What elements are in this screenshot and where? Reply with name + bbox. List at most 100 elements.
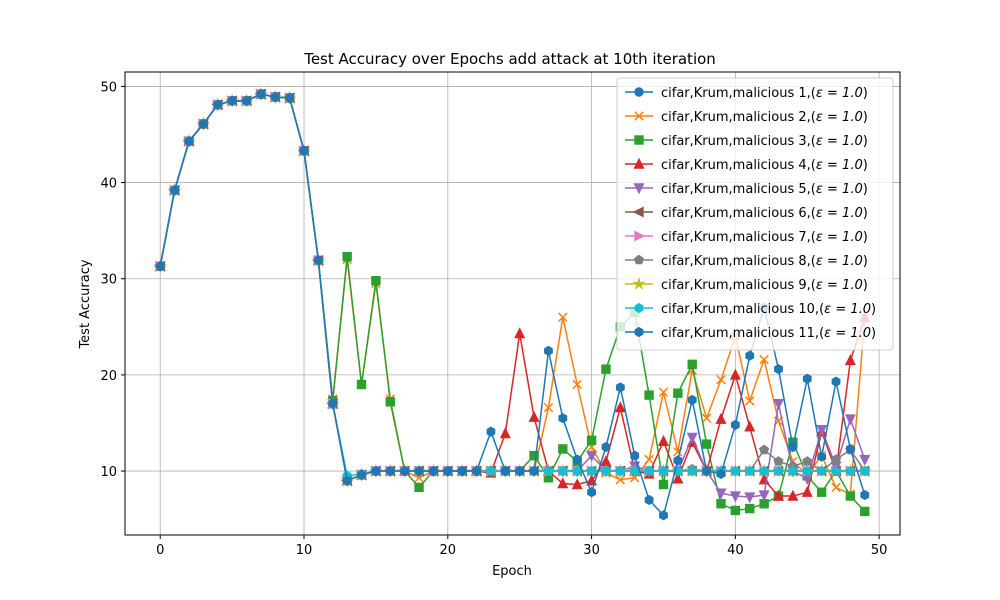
legend-label: cifar,Krum,malicious 9,(ε = 1.0) xyxy=(661,278,868,293)
data-point xyxy=(472,465,481,477)
data-point xyxy=(715,412,727,424)
legend-swatch-marker xyxy=(634,111,644,121)
data-point xyxy=(499,427,511,439)
y-tick-label: 30 xyxy=(100,273,117,288)
data-point xyxy=(342,251,352,262)
data-point xyxy=(357,469,366,480)
data-point xyxy=(414,482,424,493)
y-tick-label: 20 xyxy=(100,369,117,384)
data-point xyxy=(528,410,540,422)
legend-close: ) xyxy=(863,278,868,293)
data-point xyxy=(844,354,856,366)
legend-swatch-marker xyxy=(633,254,645,265)
data-point xyxy=(846,465,855,477)
data-point xyxy=(572,379,582,390)
data-point xyxy=(572,465,582,477)
data-point xyxy=(744,420,756,432)
data-point xyxy=(630,465,640,477)
data-point xyxy=(745,396,755,406)
legend-item: cifar,Krum,malicious 3,(ε = 1.0) xyxy=(625,134,868,149)
data-point xyxy=(687,465,697,477)
data-point xyxy=(285,92,295,104)
data-point xyxy=(385,397,395,407)
data-point xyxy=(687,394,697,405)
data-point xyxy=(744,492,756,504)
data-point xyxy=(657,434,669,446)
legend-series-name: cifar,Krum,malicious 6,( xyxy=(661,206,816,221)
legend-series-name: cifar,Krum,malicious 10,( xyxy=(661,302,824,317)
data-point xyxy=(486,426,496,437)
data-point xyxy=(730,465,740,477)
legend-item: cifar,Krum,malicious 9,(ε = 1.0) xyxy=(625,276,868,293)
data-point xyxy=(729,491,741,503)
data-point xyxy=(701,439,712,449)
data-point xyxy=(772,489,785,501)
legend-close: ) xyxy=(863,254,868,269)
legend-series-name: cifar,Krum,malicious 3,( xyxy=(661,134,816,149)
data-point xyxy=(400,465,410,477)
data-point xyxy=(730,419,740,430)
y-tick-label: 50 xyxy=(100,80,117,95)
data-point xyxy=(745,503,755,514)
x-tick-label: 0 xyxy=(156,543,164,558)
data-point xyxy=(385,465,395,477)
legend-item: cifar,Krum,malicious 5,(ε = 1.0) xyxy=(625,182,868,197)
data-point xyxy=(702,465,712,477)
data-point xyxy=(601,465,611,477)
legend-close: ) xyxy=(863,230,868,245)
data-point xyxy=(558,465,568,477)
data-point xyxy=(716,499,726,509)
data-point xyxy=(831,465,841,477)
legend-series-name: cifar,Krum,malicious 8,( xyxy=(661,254,816,269)
legend-epsilon: ε = 1.0 xyxy=(816,230,863,245)
legend-epsilon: ε = 1.0 xyxy=(816,278,863,293)
x-tick-label: 30 xyxy=(583,543,600,558)
legend-series-name: cifar,Krum,malicious 1,( xyxy=(661,86,816,101)
data-point xyxy=(716,374,726,385)
x-tick-label: 10 xyxy=(296,543,313,558)
legend-close: ) xyxy=(871,302,876,317)
legend-epsilon: ε = 1.0 xyxy=(816,134,863,149)
data-point xyxy=(486,465,496,477)
data-point xyxy=(672,472,684,484)
data-point xyxy=(500,465,510,477)
data-point xyxy=(774,465,783,477)
data-point xyxy=(371,465,381,477)
legend-series-name: cifar,Krum,malicious 4,( xyxy=(661,158,816,173)
legend-label: cifar,Krum,malicious 3,(ε = 1.0) xyxy=(661,134,868,149)
data-point xyxy=(557,477,569,489)
data-point xyxy=(745,465,755,477)
data-point xyxy=(817,451,827,462)
data-point xyxy=(299,145,309,156)
legend-epsilon: ε = 1.0 xyxy=(816,158,863,173)
legend-epsilon: ε = 1.0 xyxy=(824,302,871,317)
legend-series-name: cifar,Krum,malicious 2,( xyxy=(661,110,816,125)
data-point xyxy=(586,435,597,445)
data-point xyxy=(572,454,582,465)
data-point xyxy=(615,474,626,485)
legend-item: cifar,Krum,malicious 2,(ε = 1.0) xyxy=(625,110,868,125)
legend-epsilon: ε = 1.0 xyxy=(824,326,871,341)
data-point xyxy=(256,89,266,100)
legend-close: ) xyxy=(863,86,868,101)
x-axis-label: Epoch xyxy=(492,564,532,579)
data-point xyxy=(802,465,812,477)
data-point xyxy=(644,390,654,400)
data-point xyxy=(788,441,798,453)
legend-label: cifar,Krum,malicious 5,(ε = 1.0) xyxy=(661,182,868,197)
data-point xyxy=(844,414,856,426)
data-point xyxy=(544,465,553,477)
data-point xyxy=(758,490,770,502)
data-point xyxy=(457,465,467,477)
data-point xyxy=(242,95,251,106)
data-point xyxy=(659,510,668,521)
legend-label: cifar,Krum,malicious 1,(ε = 1.0) xyxy=(661,86,868,101)
data-point xyxy=(586,450,598,462)
data-point xyxy=(659,465,668,477)
y-tick-label: 10 xyxy=(100,465,117,480)
legend-item: cifar,Krum,malicious 6,(ε = 1.0) xyxy=(625,206,868,221)
legend-label: cifar,Krum,malicious 8,(ε = 1.0) xyxy=(661,254,868,269)
legend-swatch-marker xyxy=(634,87,644,97)
legend-label: cifar,Krum,malicious 11,(ε = 1.0) xyxy=(661,326,876,341)
data-point xyxy=(198,118,208,130)
